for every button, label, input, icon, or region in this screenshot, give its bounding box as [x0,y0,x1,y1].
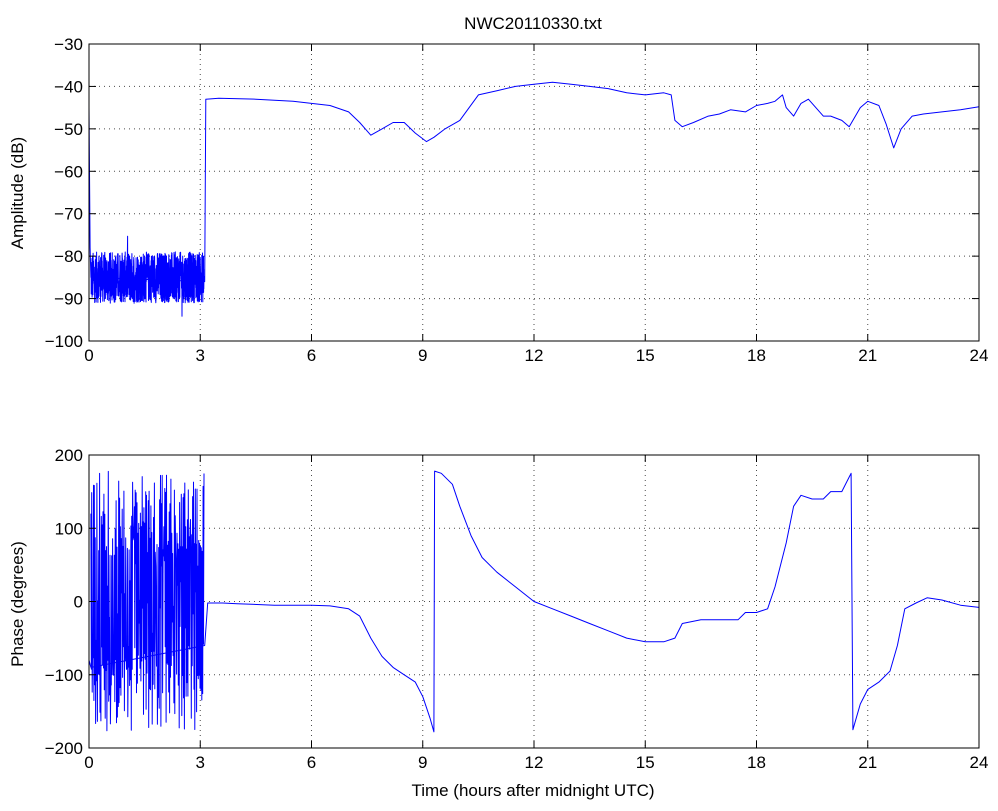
amplitude-ytick-label: −100 [45,332,83,351]
phase-xtick-label: 15 [636,753,655,772]
phase-ytick-label: 0 [74,593,83,612]
amplitude-xtick-label: 18 [747,346,766,365]
chart-title: NWC20110330.txt [464,14,602,33]
amplitude-xtick-label: 24 [970,346,989,365]
amplitude-noise-band [90,235,205,317]
phase-xtick-label: 18 [747,753,766,772]
phase-ytick-label: −200 [45,739,83,758]
amplitude-ytick-label: −70 [54,205,83,224]
amplitude-ytick-label: −80 [54,247,83,266]
amplitude-axes-frame [88,43,980,342]
phase-xtick-label: 12 [525,753,544,772]
phase-xtick-label: 9 [418,753,427,772]
amplitude-ytick-label: −50 [54,120,83,139]
amplitude-xtick-label: 12 [525,346,544,365]
phase-series-line [88,470,980,733]
amplitude-xtick-label: 0 [84,346,93,365]
phase-ytick-label: 200 [55,446,83,465]
amplitude-ytick-label: −30 [54,35,83,54]
amplitude-xtick-label: 15 [636,346,655,365]
amplitude-xtick-label: 21 [858,346,877,365]
amplitude-ytick-label: −90 [54,290,83,309]
amplitude-ytick-label: −60 [54,162,83,181]
phase-xtick-label: 6 [307,753,316,772]
amplitude-ytick-label: −40 [54,77,83,96]
phase-xlabel: Time (hours after midnight UTC) [411,781,654,800]
phase-xtick-label: 24 [970,753,989,772]
phase-ylabel: Phase (degrees) [8,541,27,667]
amplitude-series-line [88,81,980,283]
amplitude-axes: 0 3 6 9 12 15 18 21 24 −100 −90 −80 −70 −60 −50 −40 −30 [45,35,989,365]
phase-xtick-label: 3 [196,753,205,772]
phase-xtick-label: 0 [84,753,93,772]
phase-axes: 0 3 6 9 12 15 18 21 24 −200 −100 0 100 200 [45,446,989,772]
amplitude-xtick-label: 3 [196,346,205,365]
amplitude-xtick-label: 9 [418,346,427,365]
amplitude-xtick-label: 6 [307,346,316,365]
phase-ytick-label: −100 [45,666,83,685]
amplitude-ylabel: Amplitude (dB) [8,137,27,249]
phase-noise-band [90,470,205,732]
phase-ytick-label: 100 [55,519,83,538]
phase-xtick-label: 21 [858,753,877,772]
